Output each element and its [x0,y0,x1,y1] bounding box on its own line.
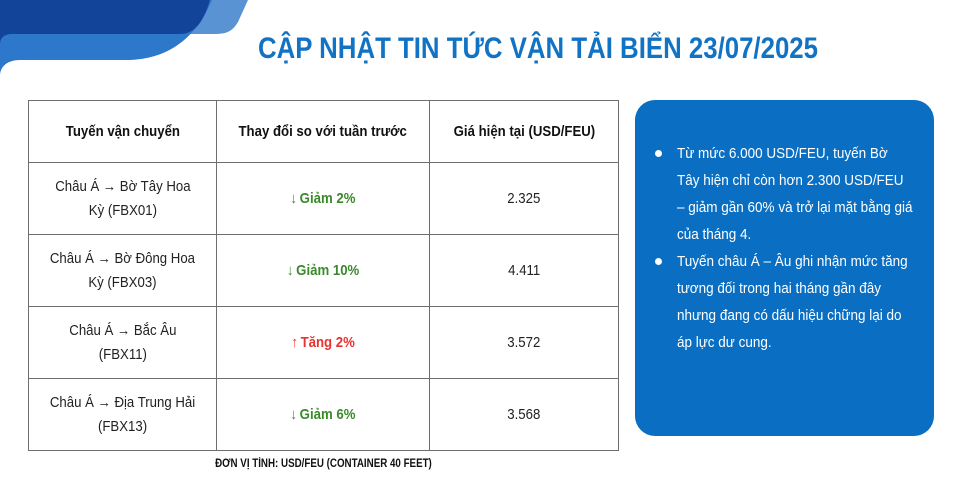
change-cell: ↓ Giảm 2% [216,162,430,235]
table-row: Châu Á → Bắc Âu (FBX11) ↑ Tăng 2% 3.572 [28,306,619,379]
column-header-price-label: Giá hiện tại (USD/FEU) [453,123,595,140]
route-line: Kỳ (FBX01) [88,201,157,219]
bullet-dot-icon [655,150,662,157]
route-line: Châu Á → Bờ Tây Hoa [54,177,191,195]
price-cell: 3.572 [429,306,619,379]
column-header-price: Giá hiện tại (USD/FEU) [429,100,619,163]
column-header-route: Tuyến vận chuyển [28,100,217,163]
bullet-dot-icon [655,258,662,265]
table-row: Châu Á → Bờ Đông Hoa Kỳ (FBX03) ↓ Giảm 10%… [28,234,619,307]
column-header-change: Thay đổi so với tuần trước [216,100,430,163]
change-label: Giảm 10% [296,261,360,279]
arrow-down-icon: ↓ [290,189,298,207]
page-title: CẬP NHẬT TIN TỨC VẬN TẢI BIỂN 23/07/2025 [258,32,818,65]
change-cell: ↑ Tăng 2% [216,306,430,379]
route-cell: Châu Á → Bờ Đông Hoa Kỳ (FBX03) [28,234,217,307]
summary-bullet-list: Từ mức 6.000 USD/FEU, tuyến Bờ Tây hiện … [653,140,916,356]
arrow-down-icon: ↓ [290,405,298,423]
price-cell: 3.568 [429,378,619,451]
route-line: Châu Á → Bắc Âu [68,321,177,339]
route-cell: Châu Á → Bờ Tây Hoa Kỳ (FBX01) [28,162,217,235]
price-value: 4.411 [507,261,541,279]
arrow-up-icon: ↑ [291,333,298,351]
price-value: 3.568 [507,405,541,423]
route-line: Châu Á → Địa Trung Hải [49,393,196,411]
route-cell: Châu Á → Địa Trung Hải (FBX13) [28,378,217,451]
summary-bullet-item: Tuyến châu Á – Âu ghi nhận mức tăng tươn… [653,248,916,356]
column-header-change-label: Thay đổi so với tuần trước [238,123,408,140]
summary-bullet-text: Từ mức 6.000 USD/FEU, tuyến Bờ Tây hiện … [677,145,913,243]
price-value: 2.325 [507,189,541,207]
summary-bullet-item: Từ mức 6.000 USD/FEU, tuyến Bờ Tây hiện … [653,140,916,248]
table-row: Châu Á → Bờ Tây Hoa Kỳ (FBX01) ↓ Giảm 2% 2… [28,162,619,235]
column-header-route-label: Tuyến vận chuyển [65,123,180,140]
freight-rate-table: Tuyến vận chuyển Thay đổi so với tuần tr… [28,100,619,451]
price-value: 3.572 [507,333,541,351]
arrow-down-icon: ↓ [286,261,294,279]
summary-callout-box: Từ mức 6.000 USD/FEU, tuyến Bờ Tây hiện … [635,100,934,436]
price-cell: 4.411 [429,234,619,307]
change-cell: ↓ Giảm 10% [216,234,430,307]
unit-note: ĐƠN VỊ TÍNH: USD/FEU (CONTAINER 40 FEET) [28,458,618,470]
route-line: (FBX13) [97,417,148,435]
summary-bullet-text: Tuyến châu Á – Âu ghi nhận mức tăng tươn… [677,253,908,351]
price-cell: 2.325 [429,162,619,235]
change-label: Giảm 6% [299,405,356,423]
route-cell: Châu Á → Bắc Âu (FBX11) [28,306,217,379]
change-label: Tăng 2% [300,333,355,351]
header-wave-decoration [0,0,248,76]
route-line: Châu Á → Bờ Đông Hoa [49,249,196,267]
unit-note-text: ĐƠN VỊ TÍNH: USD/FEU (CONTAINER 40 FEET) [214,458,432,470]
table-header-row: Tuyến vận chuyển Thay đổi so với tuần tr… [28,100,619,163]
change-cell: ↓ Giảm 6% [216,378,430,451]
change-label: Giảm 2% [299,189,356,207]
route-line: (FBX11) [98,345,147,363]
route-line: Kỳ (FBX03) [88,273,157,291]
table-row: Châu Á → Địa Trung Hải (FBX13) ↓ Giảm 6% 3… [28,378,619,451]
